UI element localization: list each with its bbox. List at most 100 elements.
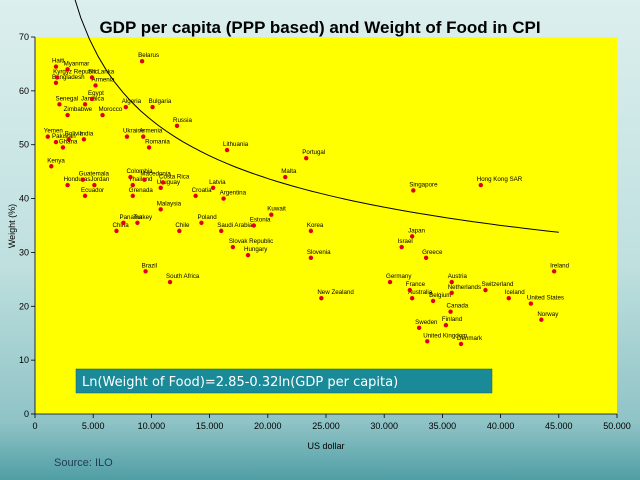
country-label: Estonia (250, 217, 271, 224)
data-point (528, 301, 534, 306)
country-label: Israel (398, 238, 413, 245)
country-label: Latvia (209, 179, 226, 186)
country-label: Argentina (220, 190, 247, 197)
data-point (443, 322, 449, 328)
data-point (193, 193, 198, 199)
data-point (449, 279, 454, 285)
country-label: United Kingdom (423, 332, 467, 339)
data-point (210, 185, 216, 190)
country-label: Thailand (129, 176, 153, 183)
country-label: Finland (442, 316, 463, 323)
axis-ticks: 0 5.000 10.000 15.000 20.000 25.000 30.000 35.0… (19, 32, 631, 431)
trendline (74, 0, 559, 233)
equation-box: Ln(Weight of Food)=2.85-0.32ln(GDP per c… (75, 368, 493, 394)
country-label: Armenia (139, 128, 163, 135)
data-point (449, 290, 454, 296)
data-point (269, 212, 274, 217)
country-label: Iceland (505, 289, 526, 296)
country-label: Turkey (133, 214, 153, 221)
data-point (130, 193, 135, 199)
x-tick-label: 10.000 (138, 421, 166, 431)
country-label: Algeria (122, 98, 142, 105)
country-label: Slovak Republic (229, 238, 273, 245)
data-point (89, 96, 95, 102)
data-point (53, 80, 59, 85)
country-label: Canada (447, 303, 469, 310)
data-point (139, 59, 145, 64)
data-point (224, 147, 230, 153)
data-point (160, 180, 166, 185)
data-point (130, 182, 135, 188)
country-label: Hungary (244, 246, 268, 253)
country-label: Portugal (302, 149, 325, 156)
x-tick-label: 15.000 (196, 421, 224, 431)
data-point (57, 102, 62, 107)
x-tick-label: 45.000 (545, 421, 573, 431)
country-label: South Africa (166, 273, 200, 280)
country-label: Romania (145, 138, 170, 145)
data-point (65, 112, 70, 118)
data-point (539, 317, 544, 322)
country-label: Ukraine (123, 128, 145, 135)
data-point (92, 182, 97, 188)
data-point (199, 220, 204, 226)
data-point (128, 174, 133, 180)
country-label: Macedonia (140, 171, 171, 178)
data-point (409, 296, 415, 301)
data-point (245, 252, 251, 258)
data-point (135, 220, 140, 226)
data-point (65, 67, 70, 72)
data-point (308, 255, 314, 261)
data-point (123, 104, 128, 110)
data-point (416, 325, 422, 331)
data-point (65, 182, 70, 188)
country-label: Ecuador (81, 187, 104, 194)
x-tick-label: 35.000 (429, 421, 457, 431)
country-label: Grenada (129, 187, 154, 194)
data-point (142, 177, 147, 182)
y-tick-label: 10 (19, 355, 29, 365)
data-point (174, 123, 180, 129)
country-label: Japan (408, 227, 425, 234)
country-label: Colombia (126, 168, 153, 175)
country-label: Hong Kong SAR (477, 176, 523, 183)
data-point (121, 220, 126, 226)
country-label: Myanmar (64, 60, 90, 67)
chart-title: GDP per capita (PPP based) and Weight of… (99, 18, 541, 37)
country-label: China (112, 222, 129, 229)
data-point (304, 155, 309, 161)
country-label: Kuwait (267, 206, 286, 213)
data-point (387, 279, 393, 285)
data-point (458, 341, 464, 347)
country-label: Guatemala (79, 171, 110, 178)
y-tick-label: 70 (19, 32, 29, 42)
data-point (89, 75, 95, 80)
data-point (54, 75, 60, 80)
country-label: Switzerland (481, 281, 514, 288)
data-point (49, 164, 54, 169)
data-point (146, 145, 152, 150)
data-point (82, 102, 88, 107)
data-point (478, 182, 484, 188)
country-label: Brazil (142, 262, 157, 269)
data-point (483, 287, 488, 293)
data-point (114, 228, 119, 234)
data-point (283, 174, 288, 180)
plot-area (35, 37, 617, 414)
data-point (66, 137, 71, 142)
data-point (60, 145, 66, 150)
country-label: Austria (448, 273, 468, 280)
country-label: Saudi Arabia (217, 222, 253, 229)
country-label: Costa Rica (159, 173, 190, 180)
country-label: Poland (197, 214, 217, 221)
data-point (167, 279, 173, 285)
country-label: Ghana (59, 138, 78, 145)
country-label: United States (527, 295, 564, 302)
data-point (448, 309, 453, 314)
x-tick-label: 30.000 (370, 421, 398, 431)
y-tick-label: 60 (19, 86, 29, 96)
country-label: Lithuania (223, 141, 249, 148)
y-tick-label: 0 (24, 409, 29, 419)
country-label: Chile (175, 222, 190, 229)
